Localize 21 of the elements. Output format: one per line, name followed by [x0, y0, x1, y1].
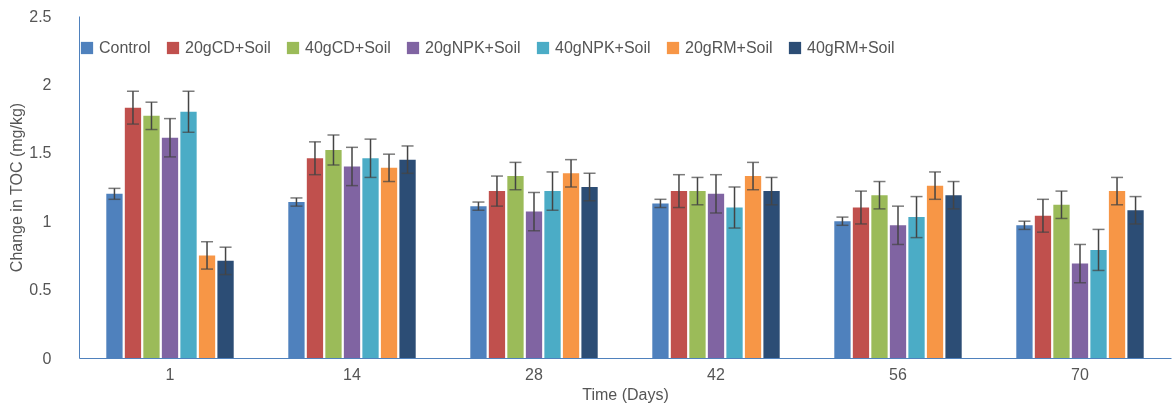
y-tick-label: 1 — [42, 212, 52, 230]
y-tick-label: 0.5 — [29, 281, 52, 299]
legend-label: 40gCD+Soil — [305, 39, 391, 56]
legend-label: 40gRM+Soil — [807, 39, 895, 56]
legend-label: 20gCD+Soil — [185, 39, 271, 56]
x-axis-title: Time (Days) — [582, 385, 669, 403]
y-tick-label: 2 — [42, 75, 52, 93]
y-tick-label: 0 — [42, 349, 52, 367]
x-tick-label: 70 — [1071, 365, 1089, 383]
legend-label: 40gNPK+Soil — [555, 39, 651, 56]
x-tick-label: 1 — [165, 365, 175, 383]
y-tick-label: 1.5 — [29, 144, 52, 162]
x-tick-label: 56 — [889, 365, 907, 383]
legend-label: Control — [99, 39, 151, 56]
legend-label: 20gRM+Soil — [685, 39, 773, 56]
x-tick-label: 28 — [525, 365, 543, 383]
y-tick-label: 2.5 — [29, 7, 52, 25]
x-tick-label: 14 — [343, 365, 361, 383]
legend-label: 20gNPK+Soil — [425, 39, 521, 56]
x-tick-label: 42 — [707, 365, 725, 383]
y-axis-title: Change in TOC (mg/kg) — [8, 102, 26, 273]
